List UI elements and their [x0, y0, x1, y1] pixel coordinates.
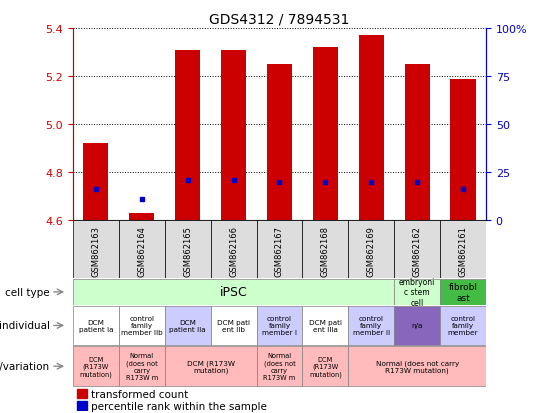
FancyBboxPatch shape — [348, 221, 394, 279]
Text: individual: individual — [0, 320, 50, 331]
Bar — [77, 401, 87, 410]
Text: iPSC: iPSC — [220, 286, 247, 299]
FancyBboxPatch shape — [256, 347, 302, 386]
Text: control
family
member I: control family member I — [262, 316, 297, 336]
Text: percentile rank within the sample: percentile rank within the sample — [91, 401, 267, 411]
Text: fibrobl
ast: fibrobl ast — [449, 282, 477, 302]
FancyBboxPatch shape — [119, 306, 165, 345]
Text: DCM
patient Ia: DCM patient Ia — [79, 319, 113, 332]
Bar — [221, 50, 246, 221]
Text: GSM862165: GSM862165 — [183, 225, 192, 276]
Text: GSM862169: GSM862169 — [367, 225, 376, 276]
FancyBboxPatch shape — [302, 221, 348, 279]
FancyBboxPatch shape — [440, 221, 486, 279]
Text: GSM862167: GSM862167 — [275, 225, 284, 276]
FancyBboxPatch shape — [394, 306, 440, 345]
Text: GSM862166: GSM862166 — [229, 225, 238, 276]
FancyBboxPatch shape — [119, 347, 165, 386]
Text: GSM862161: GSM862161 — [458, 225, 468, 276]
FancyBboxPatch shape — [256, 306, 302, 345]
Text: Normal
(does not
carry
R173W m: Normal (does not carry R173W m — [264, 353, 295, 380]
Text: control
family
member II: control family member II — [353, 316, 390, 336]
Text: n/a: n/a — [411, 323, 423, 329]
FancyBboxPatch shape — [73, 280, 394, 305]
Text: embryoni
c stem
cell: embryoni c stem cell — [399, 278, 435, 307]
Text: GSM862168: GSM862168 — [321, 225, 330, 276]
FancyBboxPatch shape — [165, 221, 211, 279]
FancyBboxPatch shape — [440, 306, 486, 345]
Text: control
family
member IIb: control family member IIb — [121, 316, 163, 336]
Text: DCM
patient IIa: DCM patient IIa — [170, 319, 206, 332]
Text: control
family
member: control family member — [448, 316, 478, 336]
FancyBboxPatch shape — [394, 221, 440, 279]
Bar — [313, 48, 338, 221]
Text: GSM862163: GSM862163 — [91, 225, 100, 276]
Text: DCM (R173W
mutation): DCM (R173W mutation) — [187, 359, 234, 373]
Title: GDS4312 / 7894531: GDS4312 / 7894531 — [210, 12, 349, 26]
Text: GSM862162: GSM862162 — [413, 225, 422, 276]
Text: genotype/variation: genotype/variation — [0, 361, 50, 371]
FancyBboxPatch shape — [211, 221, 256, 279]
FancyBboxPatch shape — [73, 306, 119, 345]
FancyBboxPatch shape — [73, 221, 119, 279]
Bar — [129, 214, 154, 221]
FancyBboxPatch shape — [256, 221, 302, 279]
FancyBboxPatch shape — [302, 347, 348, 386]
Text: DCM pati
ent IIb: DCM pati ent IIb — [217, 319, 250, 332]
Text: transformed count: transformed count — [91, 389, 189, 399]
FancyBboxPatch shape — [119, 221, 165, 279]
FancyBboxPatch shape — [302, 306, 348, 345]
Bar — [77, 389, 87, 398]
FancyBboxPatch shape — [73, 347, 119, 386]
Text: Normal (does not carry
R173W mutation): Normal (does not carry R173W mutation) — [375, 359, 459, 373]
Text: DCM
(R173W
mutation): DCM (R173W mutation) — [79, 356, 112, 377]
Text: DCM pati
ent IIIa: DCM pati ent IIIa — [309, 319, 342, 332]
Text: DCM
(R173W
mutation): DCM (R173W mutation) — [309, 356, 342, 377]
Bar — [450, 79, 476, 221]
FancyBboxPatch shape — [348, 347, 486, 386]
Bar — [175, 50, 200, 221]
Bar — [83, 144, 109, 221]
FancyBboxPatch shape — [165, 306, 211, 345]
Bar — [404, 65, 430, 221]
Text: GSM862164: GSM862164 — [137, 225, 146, 276]
FancyBboxPatch shape — [348, 306, 394, 345]
FancyBboxPatch shape — [165, 347, 256, 386]
Text: cell type: cell type — [5, 287, 50, 297]
FancyBboxPatch shape — [211, 306, 256, 345]
Text: Normal
(does not
carry
R173W m: Normal (does not carry R173W m — [126, 353, 158, 380]
FancyBboxPatch shape — [394, 280, 440, 305]
FancyBboxPatch shape — [440, 280, 486, 305]
Bar — [267, 65, 292, 221]
Bar — [359, 36, 384, 221]
